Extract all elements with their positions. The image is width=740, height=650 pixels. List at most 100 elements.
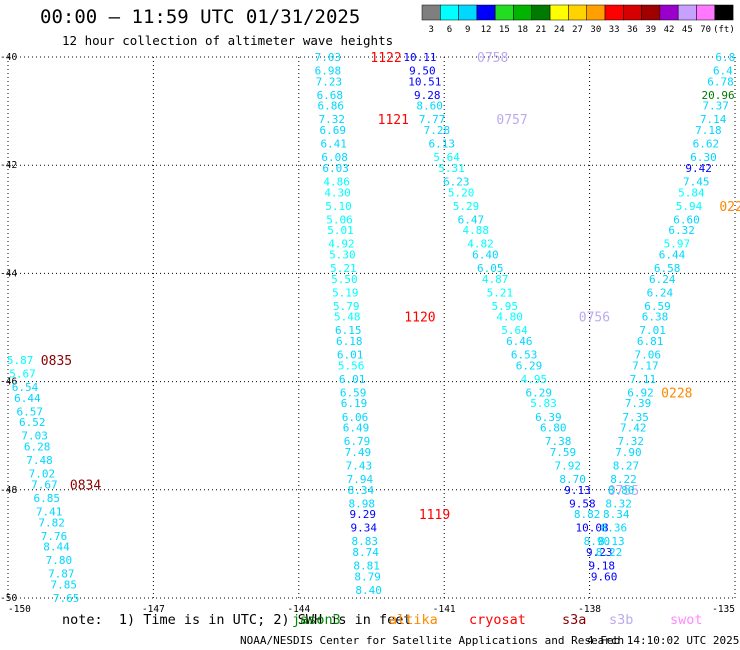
swh-value-label: 7.42 bbox=[620, 422, 647, 435]
swh-value-label: 4.30 bbox=[324, 186, 351, 199]
swh-value-label: 6.01 bbox=[339, 373, 366, 386]
legend-swatch bbox=[586, 4, 606, 21]
swh-value-label: 10.11 bbox=[403, 51, 436, 64]
pass-time-label: 0757 bbox=[496, 113, 527, 128]
swh-value-label: 10.08 bbox=[575, 522, 608, 535]
swh-value-label: 7.92 bbox=[555, 459, 582, 472]
x-tick-label: -138 bbox=[578, 604, 601, 615]
swh-value-label: 6.28 bbox=[24, 441, 51, 454]
swh-value-label: 6.52 bbox=[19, 416, 46, 429]
swh-value-label: 8.22 bbox=[610, 473, 637, 486]
credit-line: NOAA/NESDIS Center for Satellite Applica… bbox=[240, 634, 625, 647]
swh-value-label: 9.42 bbox=[685, 162, 712, 175]
swh-value-label: 8.79 bbox=[354, 570, 381, 583]
swh-value-label: 4.80 bbox=[496, 311, 523, 324]
swh-value-label: 6.39 bbox=[535, 411, 562, 424]
swh-value-label: 5.83 bbox=[530, 397, 557, 410]
x-tick-label: -150 bbox=[8, 604, 31, 615]
y-tick-label: -40 bbox=[0, 52, 17, 63]
swh-value-label: 6.62 bbox=[693, 138, 720, 151]
swh-value-label: 8.32 bbox=[605, 497, 632, 510]
swh-value-label: 9.50 bbox=[409, 65, 436, 78]
swh-value-label: 7.43 bbox=[346, 459, 373, 472]
pass-time-label: 0834 bbox=[70, 478, 101, 493]
swh-value-label: 6.19 bbox=[341, 397, 368, 410]
swh-value-label: 7.80 bbox=[46, 554, 73, 567]
swh-value-label: 9.34 bbox=[350, 522, 377, 535]
swh-value-label: 5.95 bbox=[492, 300, 519, 313]
legend-swatch bbox=[696, 4, 716, 21]
swh-value-label: 9.13 bbox=[564, 484, 591, 497]
swh-value-label: 5.20 bbox=[448, 186, 475, 199]
legend-swatch bbox=[623, 4, 642, 21]
swh-value-label: 7.77 bbox=[419, 113, 446, 126]
mission-label-swot: swot bbox=[670, 612, 703, 628]
legend-swatch bbox=[714, 4, 734, 21]
legend-label: 45 bbox=[682, 25, 693, 35]
swh-value-label: 8.22 bbox=[596, 546, 623, 559]
swh-value-label: 5.79 bbox=[333, 300, 360, 313]
swh-value-label: 7.03 bbox=[315, 51, 342, 64]
swh-value-label: 6.06 bbox=[342, 411, 369, 424]
swh-value-label: 7.49 bbox=[345, 446, 372, 459]
swh-value-label: 5.48 bbox=[334, 311, 361, 324]
axis-ticks: -150 -147 -144 -141 -138 -135 -40 -42 -44 -46 -48 -… bbox=[0, 52, 735, 615]
swh-value-label: 9.60 bbox=[591, 570, 618, 583]
swh-value-label: 4.82 bbox=[467, 238, 494, 251]
swh-value-label: 8.34 bbox=[348, 484, 375, 497]
render-timestamp: 4 Feb 14:10:02 UTC 2025 bbox=[587, 634, 740, 647]
pass-time-label: 1119 bbox=[419, 508, 450, 523]
swh-value-label: 6.13 bbox=[429, 138, 456, 151]
swh-value-label: 8.27 bbox=[613, 459, 640, 472]
legend-label: 9 bbox=[465, 25, 470, 35]
pass-time-label: 1121 bbox=[378, 113, 409, 128]
legend-label: 70 bbox=[700, 25, 711, 35]
swh-value-label: 5.31 bbox=[438, 162, 465, 175]
swh-value-label: 5.01 bbox=[327, 224, 354, 237]
swh-value-label: 7.45 bbox=[683, 175, 710, 188]
swh-value-label: 6.92 bbox=[627, 386, 654, 399]
swh-value-label: 7.01 bbox=[639, 324, 666, 337]
swh-value-label: 6.01 bbox=[337, 349, 364, 362]
swh-value-label: 5.21 bbox=[330, 262, 357, 275]
swh-value-label: 6.80 bbox=[540, 422, 567, 435]
swh-value-label: 9.28 bbox=[414, 89, 441, 102]
swh-value-label: 6.24 bbox=[647, 286, 674, 299]
swh-value-label: 7.48 bbox=[26, 454, 53, 467]
swh-value-label: 9.23 bbox=[586, 546, 613, 559]
swh-value-label: 7.37 bbox=[702, 100, 729, 113]
swh-value-label: 4.92 bbox=[328, 238, 355, 251]
swh-value-label: 5.56 bbox=[338, 359, 365, 372]
swh-value-label: 6.4 bbox=[713, 65, 733, 78]
legend-label: 21 bbox=[536, 25, 547, 35]
chart-title: 00:00 – 11:59 UTC 01/31/2025 bbox=[40, 6, 361, 28]
swh-value-label: 10.51 bbox=[408, 75, 441, 88]
legend-label: 39 bbox=[645, 25, 656, 35]
swh-value-label: 7.41 bbox=[36, 505, 63, 518]
swh-value-label: 6.68 bbox=[317, 89, 344, 102]
swh-value-label: 7.02 bbox=[29, 468, 56, 481]
chart-subtitle: 12 hour collection of altimeter wave hei… bbox=[62, 33, 394, 48]
swh-value-label: 4.88 bbox=[462, 224, 489, 237]
swh-value-label: 6.49 bbox=[343, 422, 370, 435]
mission-label-cryosat: cryosat bbox=[469, 612, 526, 628]
data-marks: 5.875.676.546.446.576.527.036.287.487.02… bbox=[7, 51, 740, 605]
legend-swatch bbox=[641, 4, 661, 21]
y-tick-label: -42 bbox=[0, 160, 17, 171]
y-tick-label: -46 bbox=[0, 377, 17, 388]
swh-value-label: 7.03 bbox=[21, 430, 48, 443]
swh-value-label: 7.59 bbox=[550, 446, 577, 459]
legend-label: 33 bbox=[609, 25, 620, 35]
pass-time-label: 1120 bbox=[404, 311, 435, 326]
legend-swatch bbox=[549, 4, 569, 21]
legend-swatch bbox=[604, 4, 624, 21]
swh-value-label: 6.32 bbox=[668, 224, 695, 237]
swh-value-label: 6.86 bbox=[318, 100, 345, 113]
swh-value-label: 7.35 bbox=[622, 411, 649, 424]
legend-swatch bbox=[440, 4, 459, 21]
swh-value-label: 5.21 bbox=[487, 286, 514, 299]
swh-value-label: 8.82 bbox=[574, 508, 601, 521]
color-legend: 3 6 9 12 15 18 21 24 27 30 33 36 39 42 45 70 (ft) bbox=[421, 4, 735, 35]
legend-label: 6 bbox=[447, 25, 452, 35]
swh-value-label: 7.18 bbox=[695, 124, 722, 137]
